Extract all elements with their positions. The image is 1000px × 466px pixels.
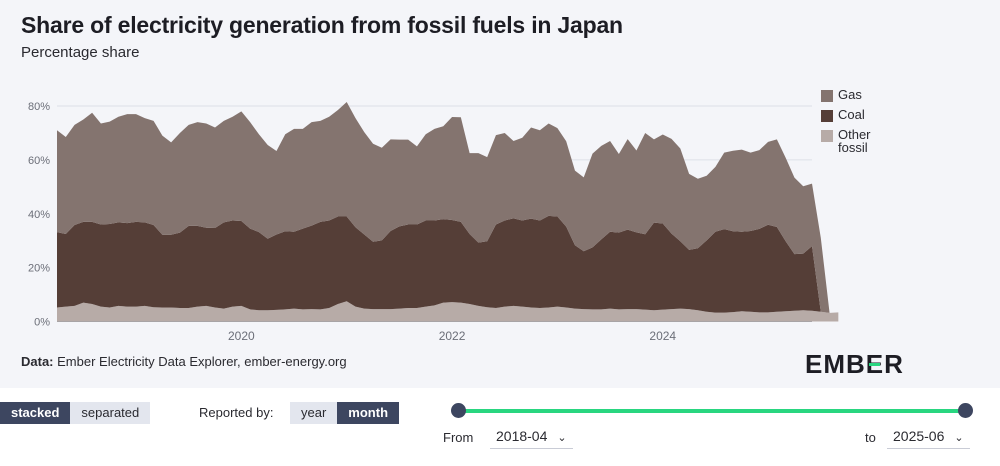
range-end-handle[interactable] bbox=[958, 403, 973, 418]
legend-item-other-fossil[interactable]: Other fossil bbox=[821, 128, 882, 154]
area-series-coal[interactable] bbox=[57, 215, 839, 313]
legend-item-gas[interactable]: Gas bbox=[821, 88, 882, 102]
from-date-value: 2018-04 bbox=[496, 428, 548, 444]
data-source-text: Ember Electricity Data Explorer, ember-e… bbox=[57, 354, 347, 369]
y-tick-label: 0% bbox=[34, 317, 50, 329]
logo-part-left: EMB bbox=[805, 349, 866, 379]
legend-swatch-gas bbox=[821, 90, 833, 102]
legend-label-gas: Gas bbox=[838, 87, 862, 102]
month-button[interactable]: month bbox=[337, 402, 400, 424]
to-label: to bbox=[865, 430, 876, 445]
year-button[interactable]: year bbox=[290, 402, 338, 424]
legend-label-coal: Coal bbox=[838, 107, 865, 122]
y-tick-label: 20% bbox=[28, 263, 50, 275]
separated-button[interactable]: separated bbox=[70, 402, 151, 424]
chevron-down-icon: ⌄ bbox=[557, 432, 567, 444]
data-source-label: Data: bbox=[21, 354, 54, 369]
logo-part-right: R bbox=[884, 349, 904, 379]
chart-area: 0% 20% 40% 60% 80% 2020 2022 2024 bbox=[28, 101, 839, 340]
reported-by-label: Reported by: bbox=[199, 405, 274, 420]
legend-swatch-coal bbox=[821, 110, 833, 122]
y-tick-label: 60% bbox=[28, 155, 50, 167]
x-tick-label: 2022 bbox=[439, 329, 466, 340]
y-tick-label: 80% bbox=[28, 101, 50, 113]
chart-legend: Gas Coal Other fossil bbox=[821, 88, 882, 160]
date-range-slider-track[interactable] bbox=[459, 409, 965, 413]
chevron-down-icon: ⌄ bbox=[954, 432, 964, 444]
legend-swatch-other-fossil bbox=[821, 130, 833, 142]
area-series-gas[interactable] bbox=[57, 101, 839, 313]
legend-label-other-fossil: Other fossil bbox=[838, 127, 871, 155]
legend-item-coal[interactable]: Coal bbox=[821, 108, 882, 122]
x-tick-label: 2024 bbox=[649, 329, 676, 340]
stacked-button[interactable]: stacked bbox=[0, 402, 71, 424]
to-date-value: 2025-06 bbox=[893, 428, 945, 444]
from-date-select[interactable]: 2018-04 ⌄ bbox=[490, 424, 573, 449]
x-tick-label: 2020 bbox=[228, 329, 255, 340]
range-start-handle[interactable] bbox=[451, 403, 466, 418]
view-toggle: stacked separated bbox=[0, 402, 151, 424]
chart-title: Share of electricity generation from fos… bbox=[21, 12, 623, 38]
to-date-select[interactable]: 2025-06 ⌄ bbox=[887, 424, 970, 449]
chart-subtitle: Percentage share bbox=[21, 44, 140, 61]
reporting-period-toggle: year month bbox=[290, 402, 400, 424]
chart-controls: stacked separated Reported by: year mont… bbox=[0, 388, 1000, 466]
data-source: Data: Ember Electricity Data Explorer, e… bbox=[21, 354, 347, 369]
y-tick-label: 40% bbox=[28, 209, 50, 221]
from-label: From bbox=[443, 430, 474, 445]
ember-logo: EMBER bbox=[805, 349, 904, 380]
logo-part-mid: E bbox=[865, 349, 885, 379]
area-series-other-fossil[interactable] bbox=[57, 301, 839, 322]
